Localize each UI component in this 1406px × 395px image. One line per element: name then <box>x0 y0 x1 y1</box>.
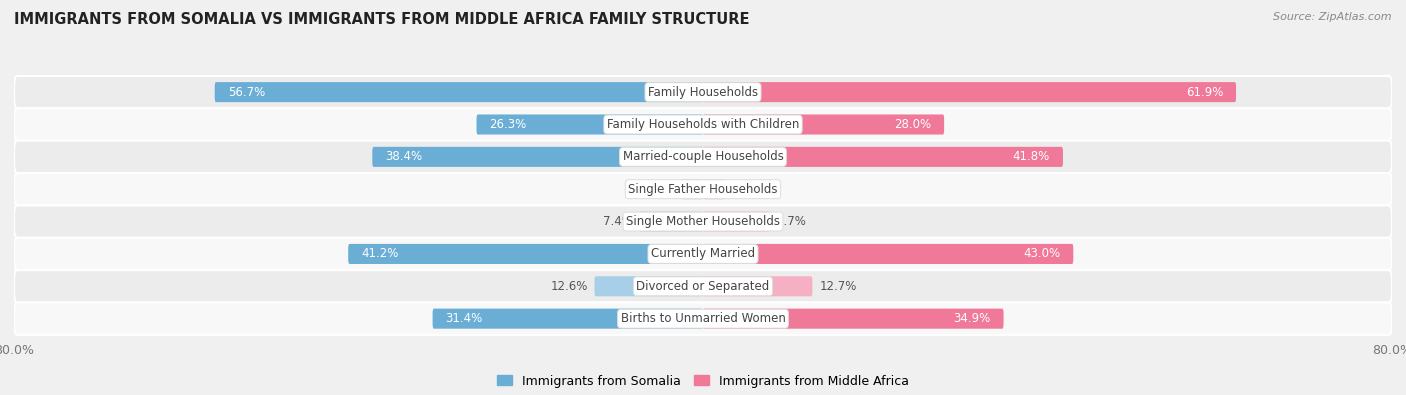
Text: Family Households: Family Households <box>648 86 758 99</box>
Text: 7.7%: 7.7% <box>776 215 806 228</box>
FancyBboxPatch shape <box>14 303 1392 335</box>
FancyBboxPatch shape <box>14 205 1392 238</box>
Text: 38.4%: 38.4% <box>385 150 422 164</box>
Text: 41.2%: 41.2% <box>361 247 398 260</box>
Text: IMMIGRANTS FROM SOMALIA VS IMMIGRANTS FROM MIDDLE AFRICA FAMILY STRUCTURE: IMMIGRANTS FROM SOMALIA VS IMMIGRANTS FR… <box>14 12 749 27</box>
Text: 2.5%: 2.5% <box>731 183 761 196</box>
Text: Currently Married: Currently Married <box>651 247 755 260</box>
FancyBboxPatch shape <box>703 82 1236 102</box>
FancyBboxPatch shape <box>703 244 1073 264</box>
Text: 41.8%: 41.8% <box>1012 150 1050 164</box>
FancyBboxPatch shape <box>703 308 1004 329</box>
Text: 31.4%: 31.4% <box>446 312 482 325</box>
Legend: Immigrants from Somalia, Immigrants from Middle Africa: Immigrants from Somalia, Immigrants from… <box>492 370 914 393</box>
FancyBboxPatch shape <box>14 173 1392 205</box>
Text: Divorced or Separated: Divorced or Separated <box>637 280 769 293</box>
FancyBboxPatch shape <box>703 147 1063 167</box>
Text: 28.0%: 28.0% <box>894 118 931 131</box>
Text: 43.0%: 43.0% <box>1024 247 1060 260</box>
FancyBboxPatch shape <box>14 141 1392 173</box>
FancyBboxPatch shape <box>640 212 703 231</box>
Text: Single Mother Households: Single Mother Households <box>626 215 780 228</box>
Text: 61.9%: 61.9% <box>1185 86 1223 99</box>
FancyBboxPatch shape <box>215 82 703 102</box>
FancyBboxPatch shape <box>14 238 1392 270</box>
Text: 12.7%: 12.7% <box>820 280 856 293</box>
FancyBboxPatch shape <box>595 276 703 296</box>
Text: 7.4%: 7.4% <box>603 215 633 228</box>
FancyBboxPatch shape <box>14 270 1392 303</box>
Text: 2.5%: 2.5% <box>645 183 675 196</box>
FancyBboxPatch shape <box>703 212 769 231</box>
Text: Source: ZipAtlas.com: Source: ZipAtlas.com <box>1274 12 1392 22</box>
FancyBboxPatch shape <box>703 179 724 199</box>
Text: Single Father Households: Single Father Households <box>628 183 778 196</box>
Text: 12.6%: 12.6% <box>550 280 588 293</box>
Text: Family Households with Children: Family Households with Children <box>607 118 799 131</box>
Text: 56.7%: 56.7% <box>228 86 264 99</box>
Text: Married-couple Households: Married-couple Households <box>623 150 783 164</box>
Text: 34.9%: 34.9% <box>953 312 991 325</box>
Text: 26.3%: 26.3% <box>489 118 527 131</box>
FancyBboxPatch shape <box>703 115 945 135</box>
FancyBboxPatch shape <box>433 308 703 329</box>
Text: Births to Unmarried Women: Births to Unmarried Women <box>620 312 786 325</box>
FancyBboxPatch shape <box>373 147 703 167</box>
FancyBboxPatch shape <box>14 108 1392 141</box>
FancyBboxPatch shape <box>477 115 703 135</box>
FancyBboxPatch shape <box>682 179 703 199</box>
FancyBboxPatch shape <box>14 76 1392 108</box>
FancyBboxPatch shape <box>349 244 703 264</box>
FancyBboxPatch shape <box>703 276 813 296</box>
